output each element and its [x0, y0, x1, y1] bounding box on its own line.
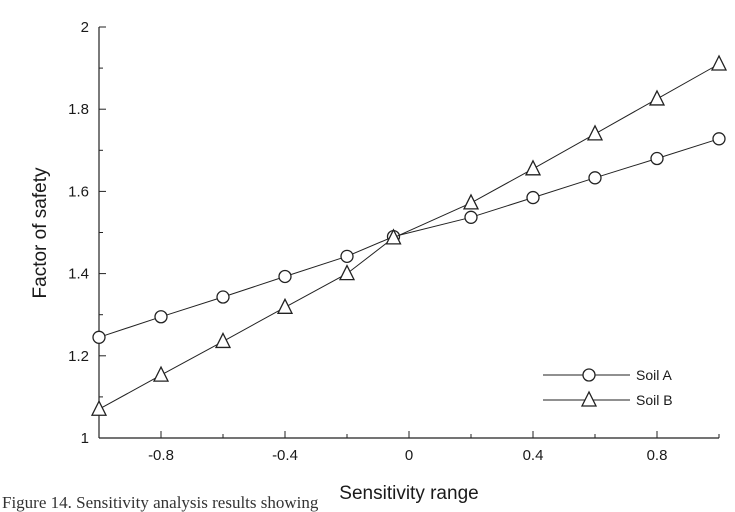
series-group — [90, 54, 728, 416]
series-soil-b — [90, 54, 728, 416]
y-tick-label: 2 — [81, 19, 89, 36]
y-axis-ticks: 1 1.2 1.4 1.6 1.8 2 — [68, 19, 106, 447]
x-tick-label: 0 — [405, 447, 413, 464]
y-tick-label: 1.6 — [68, 183, 89, 200]
data-point-soil-a — [464, 210, 478, 224]
data-point-soil-a — [712, 132, 726, 146]
y-tick-label: 1.4 — [68, 266, 89, 283]
y-tick-label: 1 — [81, 430, 89, 447]
data-point-soil-a — [340, 249, 354, 263]
legend-label-soil-a: Soil A — [636, 367, 672, 383]
y-tick-label: 1.8 — [68, 101, 89, 118]
series-line-soil-b — [98, 63, 720, 410]
data-point-soil-a — [92, 330, 106, 344]
data-point-soil-b — [385, 228, 402, 245]
data-point-soil-a — [526, 190, 540, 205]
data-point-soil-b — [276, 297, 294, 314]
legend-label-soil-b: Soil B — [636, 392, 673, 408]
data-point-soil-b — [90, 399, 108, 416]
x-tick-label: 0.8 — [647, 447, 668, 464]
data-point-soil-a — [216, 290, 230, 304]
data-point-soil-b — [462, 193, 480, 210]
x-tick-label: -0.8 — [148, 447, 174, 464]
data-point-soil-b — [524, 159, 542, 176]
data-point-soil-a — [650, 151, 664, 166]
data-point-soil-a — [154, 310, 168, 324]
data-point-soil-a — [588, 171, 602, 185]
data-point-soil-b — [586, 124, 604, 141]
legend-marker-soil-b — [580, 390, 598, 407]
x-axis-label: Sensitivity range — [339, 483, 478, 504]
data-point-soil-a — [278, 269, 292, 284]
legend: Soil A Soil B — [543, 367, 673, 408]
data-point-soil-b — [214, 331, 232, 349]
y-axis-label: Factor of safety — [30, 167, 51, 298]
y-tick-label: 1.2 — [68, 348, 89, 365]
data-point-soil-b — [152, 365, 170, 382]
data-point-soil-b — [710, 54, 728, 71]
data-point-soil-b — [648, 89, 666, 106]
series-line-soil-a — [98, 138, 720, 338]
figure-caption: Figure 14. Sensitivity analysis results … — [2, 493, 319, 512]
x-tick-label: -0.4 — [272, 447, 298, 464]
x-axis-ticks: -0.8 -0.4 0 0.4 0.8 — [98, 431, 720, 464]
x-tick-label: 0.4 — [523, 447, 544, 464]
legend-marker-soil-a — [582, 368, 596, 382]
data-point-soil-b — [338, 264, 356, 281]
series-soil-a — [92, 132, 726, 344]
